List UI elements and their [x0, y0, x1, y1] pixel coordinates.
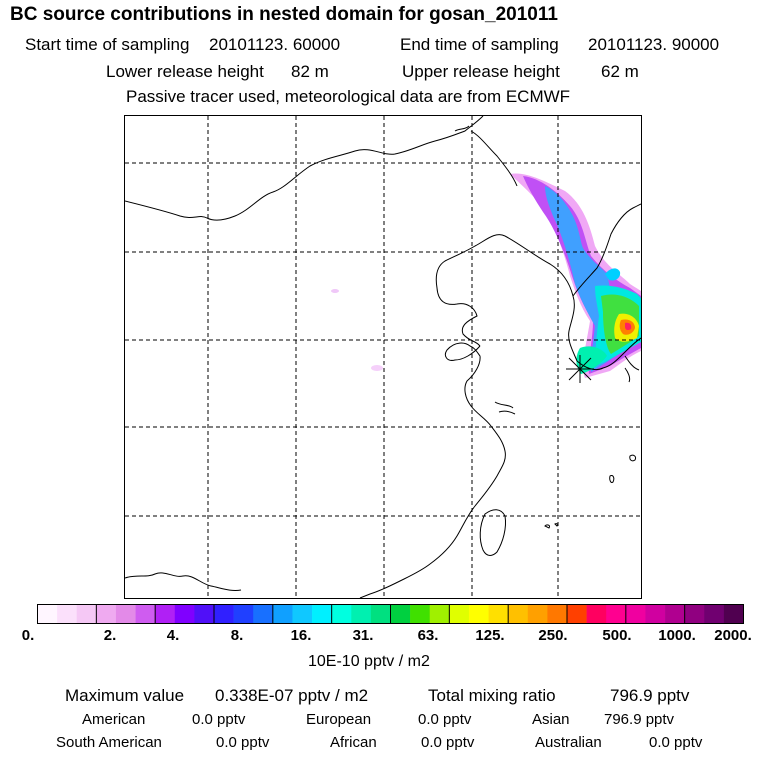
colorbar-cell — [57, 604, 78, 624]
colorbar-cell — [645, 604, 666, 624]
colorbar-cell — [174, 604, 195, 624]
colorbar-cell — [488, 604, 509, 624]
colorbar-cell — [194, 604, 215, 624]
graticule — [125, 116, 641, 598]
concentration-plume — [331, 173, 641, 378]
tracer-note: Passive tracer used, meteorological data… — [126, 87, 571, 106]
colorbar-cell — [429, 604, 450, 624]
colorbar-cell — [704, 604, 725, 624]
colorbar-units: 10E-10 pptv / m2 — [308, 653, 430, 670]
colorbar-cell — [312, 604, 332, 624]
colorbar-cell — [351, 604, 372, 624]
region-name: South American — [56, 734, 162, 751]
region-name: Asian — [532, 711, 570, 728]
region-value: 0.0 pptv — [421, 734, 475, 751]
colorbar-cell — [684, 604, 705, 624]
lower-height-label: Lower release height — [106, 62, 264, 81]
colorbar-cell — [292, 604, 313, 624]
start-time-label: Start time of sampling — [25, 35, 190, 54]
map-panel — [124, 115, 642, 599]
colorbar-tick: 31. — [352, 627, 374, 644]
colorbar-tick: 63. — [417, 627, 439, 644]
upper-height-value: 62 m — [601, 62, 639, 81]
colorbar-tick: 500. — [602, 627, 632, 644]
colorbar-tick: 4. — [166, 627, 180, 644]
colorbar-cell — [606, 604, 627, 624]
colorbar-cell — [665, 604, 685, 624]
colorbar-tick: 250. — [538, 627, 568, 644]
colorbar-cell — [135, 604, 156, 624]
colorbar-cell — [155, 604, 176, 624]
colorbar-cell — [625, 604, 646, 624]
colorbar-cell — [567, 604, 587, 624]
colorbar-cell — [272, 604, 293, 624]
colorbar-tick: 0. — [21, 627, 35, 644]
region-name: African — [330, 734, 377, 751]
colorbar-cell — [390, 604, 411, 624]
colorbar-cell — [449, 604, 470, 624]
coastlines — [125, 116, 641, 598]
colorbar — [37, 604, 744, 624]
end-time-label: End time of sampling — [400, 35, 559, 54]
map-svg — [125, 116, 641, 598]
colorbar-cell — [253, 604, 274, 624]
colorbar-tick: 16. — [290, 627, 312, 644]
max-value-label: Maximum value — [65, 686, 185, 705]
colorbar-cell — [410, 604, 431, 624]
region-value: 0.0 pptv — [216, 734, 270, 751]
colorbar-tick: 2000. — [714, 627, 752, 644]
colorbar-cell — [76, 604, 97, 624]
region-value: 0.0 pptv — [649, 734, 703, 751]
end-time-value: 20101123. 90000 — [588, 35, 720, 54]
colorbar-cell — [370, 604, 391, 624]
region-name: Australian — [535, 734, 602, 751]
colorbar-tick: 2. — [103, 627, 117, 644]
region-name: American — [82, 711, 146, 728]
colorbar-cell — [214, 604, 234, 624]
colorbar-border — [37, 604, 744, 624]
colorbar-cell — [508, 604, 529, 624]
total-mixing-value: 796.9 pptv — [610, 686, 690, 705]
region-value: 0.0 pptv — [418, 711, 472, 728]
colorbar-tick: 1000. — [658, 627, 696, 644]
colorbar-tick: 8. — [230, 627, 244, 644]
colorbar-cell — [96, 604, 117, 624]
colorbar-cell — [586, 604, 607, 624]
colorbar-tick: 125. — [475, 627, 505, 644]
upper-height-label: Upper release height — [402, 62, 560, 81]
region-name: European — [306, 711, 372, 728]
start-time-value: 20101123. 60000 — [209, 35, 341, 54]
colorbar-cell — [723, 604, 744, 624]
colorbar-cell — [37, 604, 58, 624]
colorbar-cell — [115, 604, 136, 624]
lower-height-value: 82 m — [291, 62, 329, 81]
colorbar-cell — [547, 604, 568, 624]
max-value: 0.338E-07 pptv / m2 — [215, 686, 369, 705]
region-value: 796.9 pptv — [604, 711, 675, 728]
total-mixing-label: Total mixing ratio — [428, 686, 556, 705]
receptor-marker-icon — [566, 355, 594, 383]
colorbar-cell — [233, 604, 254, 624]
colorbar-cell — [527, 604, 548, 624]
plot-title: BC source contributions in nested domain… — [10, 4, 558, 25]
colorbar-cell — [468, 604, 489, 624]
region-value: 0.0 pptv — [192, 711, 246, 728]
colorbar-cell — [331, 604, 352, 624]
